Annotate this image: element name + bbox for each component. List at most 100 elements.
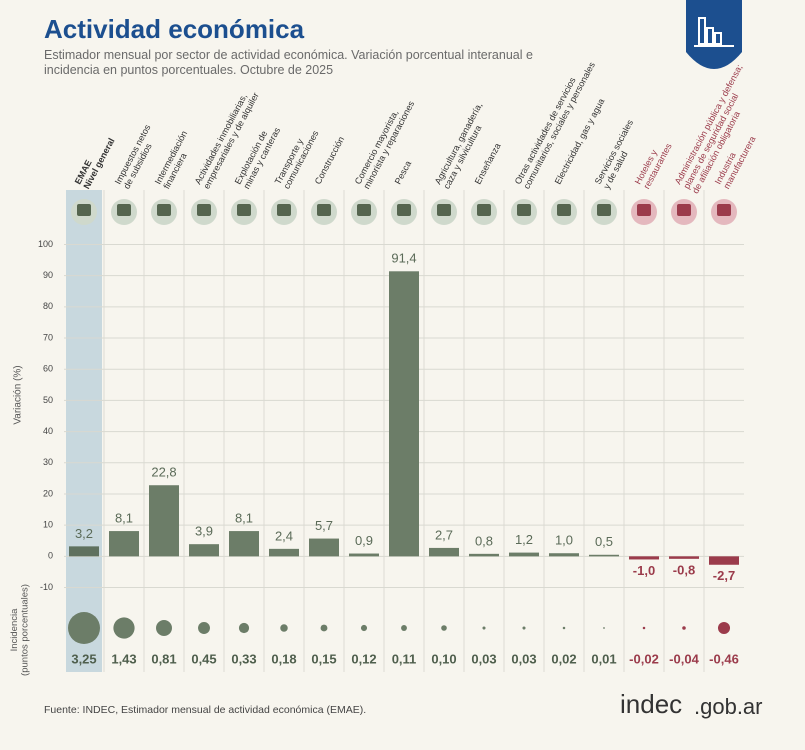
bar <box>269 548 299 557</box>
incidence-label-value: 0,81 <box>151 651 176 666</box>
bar <box>549 553 579 557</box>
value-label: 22,8 <box>151 465 176 480</box>
y-tick-label: 70 <box>43 332 53 342</box>
y-tick-label: 30 <box>43 457 53 467</box>
value-label: 0,9 <box>355 533 373 548</box>
sector-icon-detail <box>397 204 411 216</box>
bar <box>469 553 499 557</box>
incidence-bubble <box>603 627 605 629</box>
bar <box>69 546 99 557</box>
sector-icon-detail <box>357 204 371 216</box>
sector-icon-detail <box>637 204 651 216</box>
y-tick-label: 100 <box>38 239 53 249</box>
sector-icon-detail <box>557 204 571 216</box>
value-label: 3,2 <box>75 526 93 541</box>
category-label: Intermediaciónfinanciera <box>153 129 198 190</box>
incidence-bubble <box>68 612 100 644</box>
y-tick-label: 90 <box>43 270 53 280</box>
incidence-label-value: 0,01 <box>591 651 616 666</box>
sector-icon-detail <box>437 204 451 216</box>
sector-icon-detail <box>517 204 531 216</box>
y-tick-label: 0 <box>48 551 53 561</box>
incidence-bubble <box>401 625 407 631</box>
incidence-bubble <box>198 622 210 634</box>
y-tick-label: 40 <box>43 426 53 436</box>
category-label: Pesca <box>393 159 414 186</box>
sector-icon-detail <box>197 204 211 216</box>
incidence-bubble <box>320 624 328 632</box>
incidence-bubble <box>562 626 566 630</box>
incidence-label-value: 0,45 <box>191 651 216 666</box>
bar <box>669 556 699 559</box>
value-label: 3,9 <box>195 524 213 539</box>
incidence-label-value: 0,11 <box>392 651 417 666</box>
incidence-bubble <box>642 626 646 630</box>
incidence-bubble <box>113 617 135 639</box>
incidence-label-value: 0,18 <box>271 651 296 666</box>
category-label: Comercio mayorista,minorista y reparacio… <box>353 94 417 190</box>
incidence-bubble <box>441 625 447 631</box>
sector-icon-detail <box>597 204 611 216</box>
bar <box>229 531 259 557</box>
sector-icon-detail <box>717 204 731 216</box>
category-label: Construcción <box>313 135 346 186</box>
incidence-label-value: 0,33 <box>231 651 256 666</box>
incidence-bubble <box>156 620 172 636</box>
value-label: 2,4 <box>275 528 293 543</box>
source: Fuente: INDEC, Estimador mensual de acti… <box>44 704 366 716</box>
incidence-bubble <box>522 626 526 630</box>
value-label: -2,7 <box>713 568 735 583</box>
incidence-bubble <box>280 624 288 632</box>
logo-icon <box>694 17 734 47</box>
bar <box>109 531 139 557</box>
brand-domain: .gob.ar <box>694 694 763 719</box>
incidence-label-value: 1,43 <box>111 651 136 666</box>
bar <box>149 485 179 557</box>
incidence-bubble <box>682 626 686 630</box>
bar <box>509 552 539 557</box>
incidence-label-value: 3,25 <box>71 651 96 666</box>
y-tick-label: 10 <box>43 520 53 530</box>
y-tick-label: -10 <box>40 582 53 592</box>
incidence-bubble <box>360 624 368 632</box>
chart-subtitle: Estimador mensual por sector de activida… <box>44 48 533 77</box>
bar <box>389 271 419 557</box>
chart-title: Actividad económica <box>44 14 305 44</box>
incidence-label-value: 0,10 <box>431 651 456 666</box>
bar <box>429 547 459 557</box>
bar <box>189 544 219 557</box>
incidence-label: Incidencia(puntos porcentuales) <box>9 584 30 676</box>
incidence-label-value: -0,04 <box>669 651 699 666</box>
brand-name: indec <box>620 689 682 719</box>
y-tick-label: 20 <box>43 488 53 498</box>
incidence-bubble <box>482 626 486 630</box>
bar <box>589 554 619 557</box>
sector-icon-detail <box>677 204 691 216</box>
sector-icon-detail <box>157 204 171 216</box>
incidence-label-value: -0,46 <box>709 651 739 666</box>
bar <box>349 553 379 557</box>
value-label: 0,8 <box>475 533 493 548</box>
incidence-label-value: 0,02 <box>551 651 576 666</box>
value-label: 8,1 <box>235 511 253 526</box>
value-label: 8,1 <box>115 511 133 526</box>
sector-icon-detail <box>77 204 91 216</box>
bar <box>309 538 339 557</box>
incidence-label-value: -0,02 <box>629 651 659 666</box>
bar <box>629 556 659 560</box>
y-tick-label: 80 <box>43 301 53 311</box>
incidence-label-value: 0,03 <box>471 651 496 666</box>
y-axis-label: Variación (%) <box>13 365 24 424</box>
category-label: EMAENivel general <box>73 132 117 191</box>
value-label: 1,2 <box>515 532 533 547</box>
value-label: -0,8 <box>673 562 695 577</box>
sector-icon-detail <box>477 204 491 216</box>
y-tick-label: 50 <box>43 395 53 405</box>
highlight-column <box>66 190 102 672</box>
sector-icon-detail <box>317 204 331 216</box>
incidence-bubble <box>238 622 250 634</box>
incidence-label-value: 0,12 <box>351 651 376 666</box>
bar <box>709 556 739 565</box>
